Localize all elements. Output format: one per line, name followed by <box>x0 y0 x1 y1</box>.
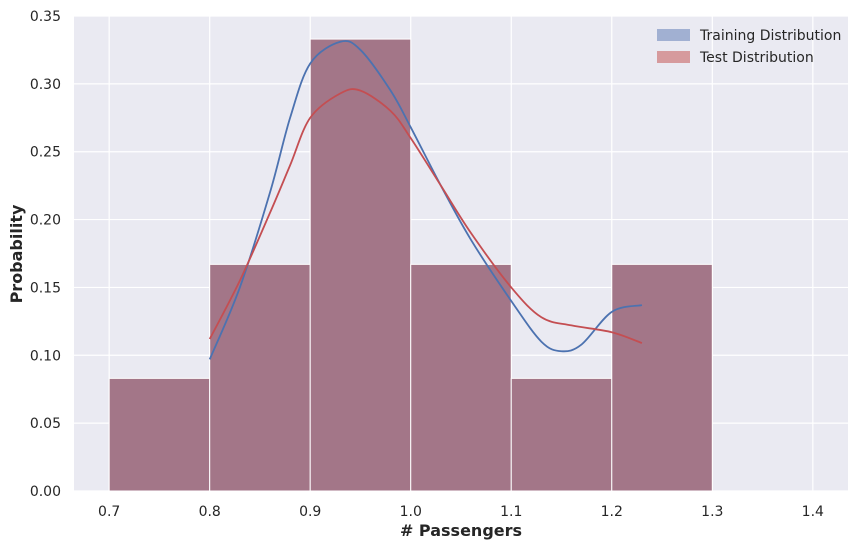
legend-swatch-training <box>657 29 690 41</box>
y-tick-label: 0.15 <box>30 280 61 296</box>
y-tick-label: 0.35 <box>30 9 61 25</box>
test-bar <box>108 377 211 492</box>
x-tick-labels: 0.7 0.8 0.9 1.0 1.1 1.2 1.3 1.4 <box>98 504 824 520</box>
test-bar <box>309 38 412 492</box>
x-tick-label: 0.8 <box>199 504 221 520</box>
kde-curves <box>208 40 643 360</box>
y-tick-label: 0.25 <box>30 145 61 161</box>
legend-label-test: Test Distribution <box>699 50 814 66</box>
x-tick-label: 1.2 <box>601 504 623 520</box>
y-tick-label: 0.05 <box>30 416 61 432</box>
x-tick-label: 0.9 <box>299 504 321 520</box>
x-tick-label: 0.7 <box>98 504 120 520</box>
y-tick-label: 0.00 <box>30 484 61 500</box>
test-bar <box>209 263 311 492</box>
y-tick-label: 0.10 <box>30 348 61 364</box>
legend: Training Distribution Test Distribution <box>657 28 841 66</box>
test-bar <box>510 377 613 492</box>
y-tick-label: 0.20 <box>30 213 61 229</box>
legend-swatch-test <box>657 51 690 63</box>
x-tick-label: 1.4 <box>802 504 824 520</box>
x-tick-label: 1.3 <box>701 504 723 520</box>
test-kde-line <box>208 88 643 344</box>
training-kde-line <box>208 40 643 360</box>
y-tick-labels: 0.00 0.05 0.10 0.15 0.20 0.25 0.30 0.35 <box>30 9 61 500</box>
y-tick-label: 0.30 <box>30 77 61 93</box>
x-axis-label: # Passengers <box>400 521 522 540</box>
legend-label-training: Training Distribution <box>699 28 841 44</box>
x-tick-label: 1.1 <box>500 504 522 520</box>
test-bar <box>410 263 512 492</box>
test-bar <box>611 263 713 492</box>
x-tick-label: 1.0 <box>400 504 422 520</box>
y-axis-label: Probability <box>7 204 26 303</box>
